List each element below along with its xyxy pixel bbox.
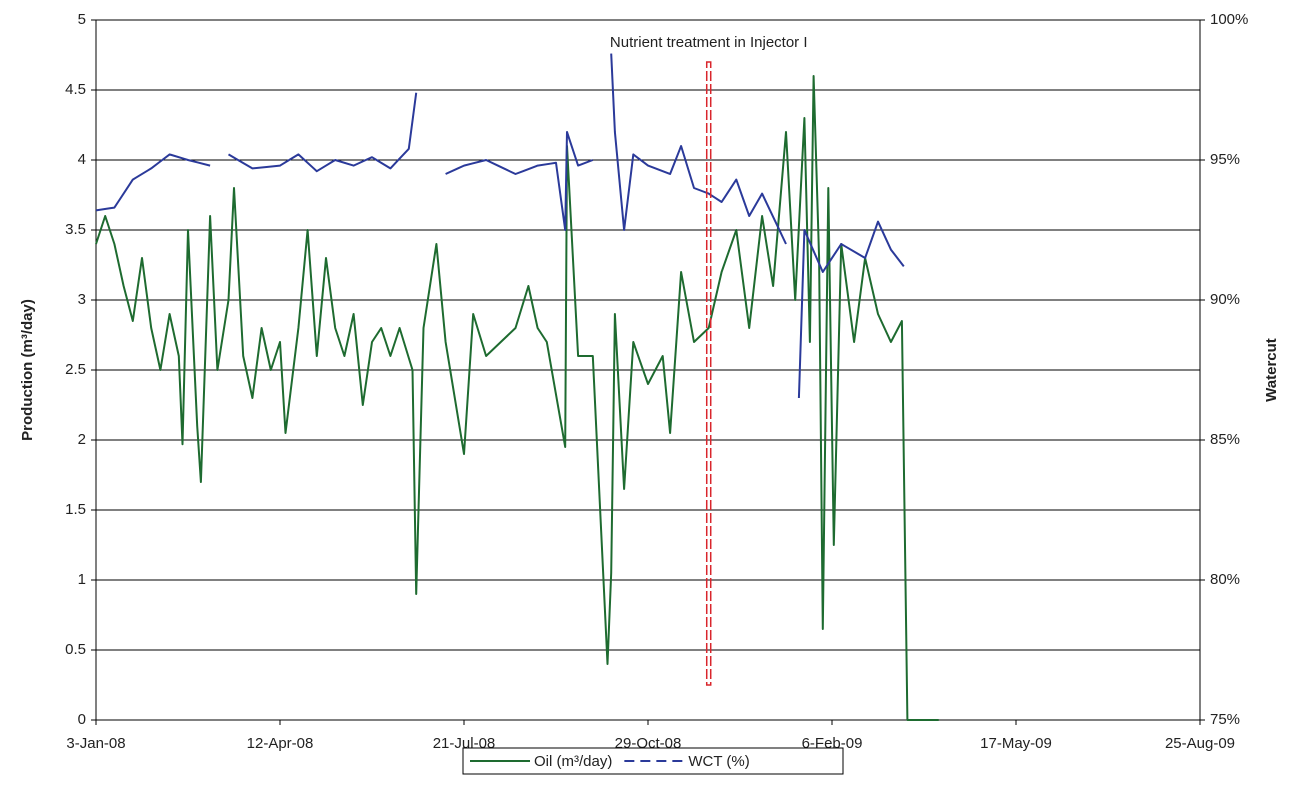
legend-label: Oil (m³/day) <box>534 753 612 770</box>
y2-tick-label: 85% <box>1210 431 1240 448</box>
y-tick-label: 1 <box>78 571 86 588</box>
y-tick-label: 1.5 <box>65 501 86 518</box>
series-line <box>95 53 905 399</box>
y-tick-label: 0.5 <box>65 641 86 658</box>
annotation-text: Nutrient treatment in Injector I <box>610 34 808 51</box>
y-tick-label: 4.5 <box>65 81 86 98</box>
y-tick-label: 3.5 <box>65 221 86 238</box>
legend-label: WCT (%) <box>688 753 749 770</box>
annotation-marker <box>705 61 712 686</box>
series-line <box>95 75 939 721</box>
x-tick-label: 17-May-09 <box>980 735 1052 752</box>
y2-axis-label: Watercut <box>1263 338 1280 402</box>
y2-tick-label: 95% <box>1210 151 1240 168</box>
y-tick-label: 5 <box>78 11 86 28</box>
y2-tick-label: 90% <box>1210 291 1240 308</box>
y-tick-label: 3 <box>78 291 86 308</box>
y2-tick-label: 80% <box>1210 571 1240 588</box>
y-tick-label: 4 <box>78 151 86 168</box>
y2-tick-label: 75% <box>1210 711 1240 728</box>
y2-tick-label: 100% <box>1210 11 1248 28</box>
y-tick-label: 2.5 <box>65 361 86 378</box>
x-tick-label: 25-Aug-09 <box>1165 735 1235 752</box>
y-axis-label: Production (m³/day) <box>19 299 36 441</box>
y-tick-label: 0 <box>78 711 86 728</box>
x-tick-label: 3-Jan-08 <box>66 735 125 752</box>
y-tick-label: 2 <box>78 431 86 448</box>
x-tick-label: 12-Apr-08 <box>247 735 314 752</box>
